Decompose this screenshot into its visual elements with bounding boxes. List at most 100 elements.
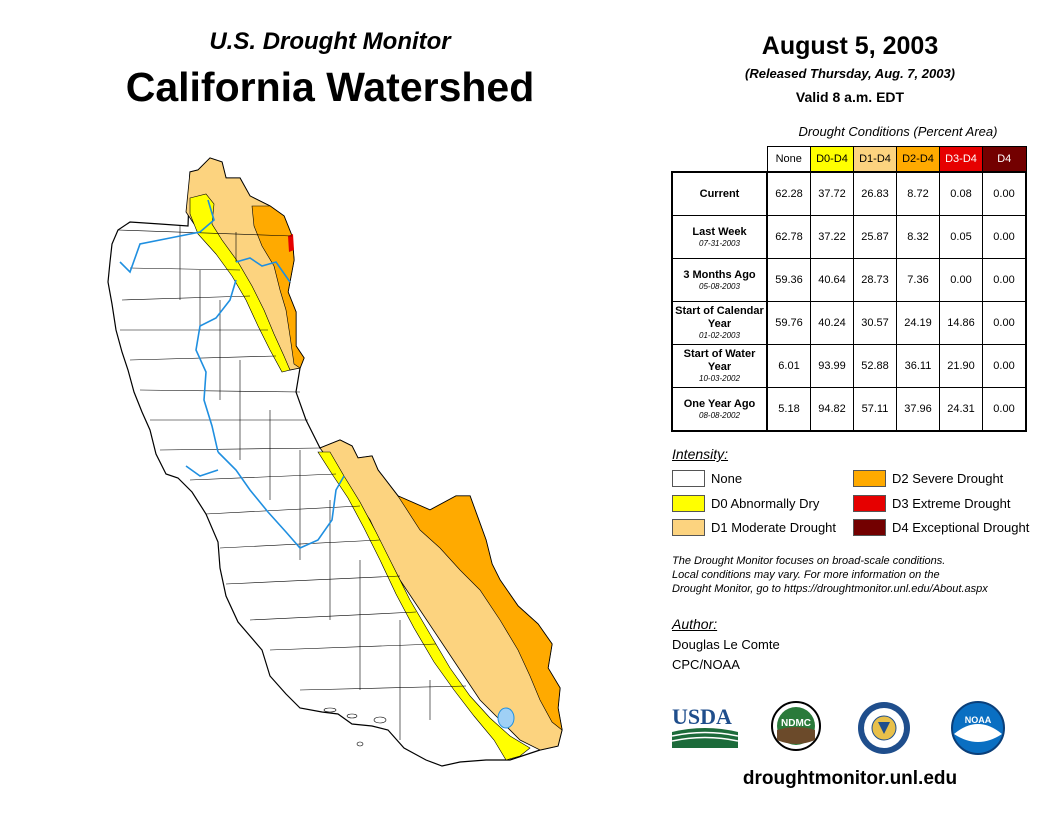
county-boundaries: [117, 226, 467, 740]
table-cell: 37.22: [810, 215, 854, 259]
table-cell: 21.90: [939, 344, 983, 388]
legend-item: D4 Exceptional Drought: [853, 519, 1029, 536]
map-date: August 5, 2003: [761, 32, 939, 60]
row-label-text: Start of Calendar Year: [675, 305, 764, 330]
legend-swatch: [672, 519, 705, 536]
table-cell: 0.00: [982, 387, 1027, 432]
row-label-text: Start of Water Year: [683, 348, 756, 373]
map-title: California Watershed: [125, 64, 535, 110]
row-label: 3 Months Ago 05-08-2003: [671, 258, 768, 302]
table-cell: 14.86: [939, 301, 983, 345]
note-line: Local conditions may vary. For more info…: [672, 569, 940, 581]
d2-south-region: [397, 495, 563, 731]
table-cell: 57.11: [853, 387, 897, 432]
row-label-text: Current: [699, 187, 740, 200]
column-header: D2-D4: [896, 146, 940, 173]
column-header: D1-D4: [853, 146, 897, 173]
column-header: D3-D4: [939, 146, 983, 173]
table-body: Current 62.28 37.72 26.83 8.72 0.08 0.00 Last W…: [671, 171, 1027, 432]
legend-swatch: [853, 470, 886, 487]
table-cell: 0.05: [939, 215, 983, 259]
row-label: Start of Calendar Year 01-02-2003: [671, 301, 768, 345]
table-cell: 40.64: [810, 258, 854, 302]
legend-label: D3 Extreme Drought: [892, 496, 1011, 511]
table-cell: 0.08: [939, 171, 983, 216]
table-cell: 7.36: [896, 258, 940, 302]
legend-label: D2 Severe Drought: [892, 471, 1004, 486]
row-label-date: 07-31-2003: [699, 238, 740, 248]
d0-north-region: [189, 193, 291, 373]
table-cell: 93.99: [810, 344, 854, 388]
legend-label: None: [711, 471, 743, 486]
legend-item: None: [672, 470, 742, 487]
legend-swatch: [672, 495, 705, 512]
disclaimer-note: The Drought Monitor focuses on broad-sca…: [672, 554, 1042, 596]
table-cell: 36.11: [896, 344, 940, 388]
row-label-date: 10-03-2002: [699, 374, 740, 383]
row-label: Last Week 07-31-2003: [671, 215, 768, 259]
legend-item: D1 Moderate Drought: [672, 519, 836, 536]
table-cell: 6.01: [766, 344, 811, 388]
table-cell: 37.72: [810, 171, 854, 216]
footer-url[interactable]: droughtmonitor.unl.edu: [742, 768, 958, 789]
ndmc-logo: NDMC: [771, 701, 821, 751]
d3-region: [288, 234, 294, 252]
legend-swatch: [672, 470, 705, 487]
table-cell: 59.36: [766, 258, 811, 302]
california-watershed-map: [107, 157, 563, 767]
author-title: Author:: [672, 616, 718, 632]
salton-sea: [497, 707, 515, 729]
usda-logo-text: USDA: [672, 704, 732, 729]
d0-south-region: [317, 451, 531, 761]
table-cell: 0.00: [939, 258, 983, 302]
table-cell: 59.76: [766, 301, 811, 345]
commerce-seal-logo: [858, 702, 910, 754]
map-subtitle: U.S. Drought Monitor: [209, 28, 451, 55]
legend-item: D2 Severe Drought: [853, 470, 1003, 487]
table-cell: 52.88: [853, 344, 897, 388]
table-row: Last Week 07-31-2003 62.78 37.22 25.87 8.32 0.…: [671, 215, 1027, 259]
legend-title: Intensity:: [672, 446, 729, 462]
table-row: One Year Ago 08-08-2002 5.18 94.82 57.11 37.9…: [671, 387, 1027, 432]
table-row: 3 Months Ago 05-08-2003 59.36 40.64 28.73 7.3…: [671, 258, 1027, 302]
note-line: Drought Monitor, go to https://droughtmo…: [672, 583, 988, 595]
legend-swatch: [853, 519, 886, 536]
table-cell: 28.73: [853, 258, 897, 302]
table-cell: 37.96: [896, 387, 940, 432]
table-cell: 24.31: [939, 387, 983, 432]
legend-item: D0 Abnormally Dry: [672, 495, 819, 512]
noaa-logo: NOAA: [951, 701, 1005, 755]
note-line: The Drought Monitor focuses on broad-sca…: [672, 555, 946, 567]
legend-label: D4 Exceptional Drought: [892, 520, 1030, 535]
legend-label: D0 Abnormally Dry: [711, 496, 820, 511]
table-caption: Drought Conditions (Percent Area): [798, 124, 998, 139]
release-date: (Released Thursday, Aug. 7, 2003): [745, 66, 955, 81]
table-cell: 8.72: [896, 171, 940, 216]
table-cell: 40.24: [810, 301, 854, 345]
table-cell: 0.00: [982, 258, 1027, 302]
row-label-text: Last Week: [692, 225, 747, 238]
row-label-text: 3 Months Ago: [683, 268, 756, 281]
row-label: Current: [671, 171, 768, 216]
column-header: D0-D4: [810, 146, 854, 173]
channel-islands: [323, 707, 387, 747]
legend-swatch: [853, 495, 886, 512]
row-label: Start of Water Year 10-03-2002: [671, 344, 768, 388]
table-cell: 62.28: [766, 171, 811, 216]
table-cell: 0.00: [982, 171, 1027, 216]
table-row: Start of Water Year 10-03-2002 6.01 93.99 52…: [671, 344, 1027, 388]
table-corner: [672, 147, 767, 173]
column-header: D4: [982, 146, 1027, 173]
table-cell: 0.00: [982, 215, 1027, 259]
table-row: Current 62.28 37.72 26.83 8.72 0.08 0.00: [671, 171, 1027, 216]
row-label-text: One Year Ago: [683, 397, 756, 410]
table-cell: 25.87: [853, 215, 897, 259]
table-header-row: None D0-D4 D1-D4 D2-D4 D3-D4 D4: [672, 146, 1027, 173]
table-row: Start of Calendar Year 01-02-2003 59.76 40.…: [671, 301, 1027, 345]
noaa-logo-text: NOAA: [965, 715, 992, 725]
row-label-date: 01-02-2003: [699, 331, 740, 340]
legend-item: D3 Extreme Drought: [853, 495, 1011, 512]
drought-stats-table: None D0-D4 D1-D4 D2-D4 D3-D4 D4 Current 62.28 3…: [671, 146, 1027, 432]
row-label-date: 08-08-2002: [699, 410, 740, 420]
table-cell: 62.78: [766, 215, 811, 259]
